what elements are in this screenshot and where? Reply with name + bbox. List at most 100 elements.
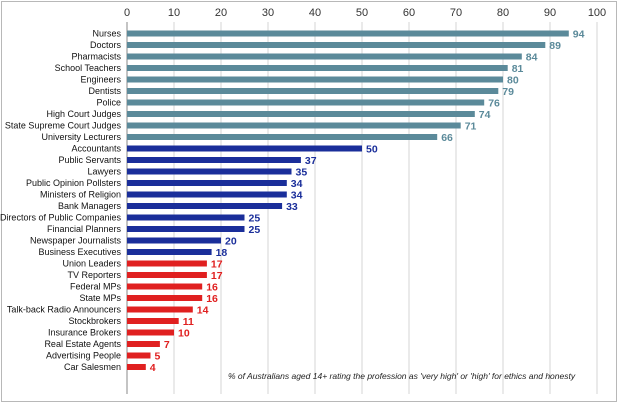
- value-label: 11: [183, 316, 194, 328]
- category-label: Engineers: [80, 75, 121, 85]
- value-label: 84: [526, 52, 538, 64]
- value-label: 16: [206, 282, 218, 294]
- category-label: University Lecturers: [41, 132, 121, 142]
- value-label: 33: [286, 201, 298, 213]
- value-label: 16: [206, 293, 218, 305]
- x-tick-label: 0: [124, 7, 130, 19]
- bar: [127, 260, 207, 267]
- category-label: Nurses: [92, 29, 121, 39]
- bars: [127, 30, 569, 370]
- value-label: 50: [366, 144, 378, 156]
- category-label: Advertising People: [46, 351, 121, 361]
- category-label: State Supreme Court Judges: [5, 121, 122, 131]
- bar: [127, 65, 508, 71]
- category-label: Bank Managers: [58, 201, 122, 211]
- bar: [127, 214, 245, 221]
- x-tick-label: 20: [215, 7, 227, 19]
- value-label: 76: [488, 98, 500, 110]
- bar: [127, 226, 245, 232]
- category-label: TV Reporters: [67, 270, 121, 280]
- value-labels: 9489848180797674716650373534343325252018…: [150, 29, 585, 375]
- bar: [127, 122, 461, 129]
- x-tick-label: 50: [356, 7, 368, 19]
- value-label: 20: [225, 236, 237, 248]
- chart-annotation: % of Australians aged 14+ rating the pro…: [228, 371, 576, 381]
- category-label: Federal MPs: [70, 282, 122, 292]
- value-label: 4: [150, 362, 156, 374]
- bar: [127, 364, 146, 370]
- category-label: Lawyers: [87, 167, 121, 177]
- bar: [127, 53, 522, 60]
- x-tick-label: 80: [497, 7, 509, 19]
- bar: [127, 249, 212, 255]
- value-label: 71: [465, 121, 477, 133]
- bar: [127, 341, 160, 347]
- value-label: 25: [249, 213, 261, 225]
- value-label: 34: [291, 178, 303, 190]
- category-label: Public Opinion Pollsters: [26, 178, 122, 188]
- category-label: Real Estate Agents: [44, 339, 121, 349]
- value-label: 74: [479, 109, 491, 121]
- bar: [127, 329, 174, 336]
- category-label: Pharmacists: [71, 52, 121, 62]
- bar: [127, 111, 475, 117]
- bar: [127, 157, 301, 163]
- category-label: Accountants: [71, 144, 121, 154]
- value-label: 79: [502, 86, 514, 98]
- value-label: 5: [155, 351, 161, 363]
- bar: [127, 145, 362, 152]
- category-label: Financial Planners: [47, 224, 122, 234]
- bar: [127, 134, 438, 140]
- x-tick-label: 70: [450, 7, 462, 19]
- category-label: Talk-back Radio Announcers: [7, 305, 122, 315]
- x-axis-ticks: 0 10 20 30 40 50 60 70 80 90 100: [124, 7, 606, 19]
- category-label: Car Salesmen: [64, 362, 121, 372]
- category-label: Police: [96, 98, 121, 108]
- x-tick-label: 40: [309, 7, 321, 19]
- bar: [127, 237, 221, 244]
- category-label: Business Executives: [38, 247, 121, 257]
- category-label: School Teachers: [55, 63, 122, 73]
- bar: [127, 76, 503, 83]
- value-label: 66: [441, 132, 453, 144]
- value-label: 10: [178, 328, 190, 340]
- category-label: Insurance Brokers: [48, 328, 122, 338]
- value-label: 18: [216, 247, 228, 259]
- value-label: 81: [512, 63, 524, 75]
- x-tick-label: 30: [262, 7, 274, 19]
- value-label: 89: [549, 40, 561, 52]
- value-label: 14: [197, 305, 209, 317]
- bar: [127, 88, 499, 94]
- category-label: Ministers of Religion: [40, 190, 121, 200]
- bar: [127, 99, 485, 106]
- bar: [127, 295, 203, 301]
- value-label: 17: [211, 259, 223, 271]
- bar: [127, 191, 287, 198]
- category-label: State MPs: [79, 293, 121, 303]
- bar: [127, 352, 151, 359]
- x-tick-label: 100: [588, 7, 606, 19]
- x-tick-label: 60: [403, 7, 415, 19]
- category-label: Stockbrokers: [68, 316, 121, 326]
- value-label: 17: [211, 270, 223, 282]
- value-label: 94: [573, 29, 585, 41]
- bar: [127, 283, 203, 290]
- value-label: 7: [164, 339, 170, 351]
- bar: [127, 203, 283, 209]
- bar: [127, 272, 207, 278]
- value-label: 80: [507, 75, 519, 87]
- value-label: 34: [291, 190, 303, 202]
- bar: [127, 42, 546, 48]
- value-label: 35: [296, 167, 308, 179]
- category-label: Union Leaders: [62, 259, 121, 269]
- category-label: Directors of Public Companies: [0, 213, 121, 223]
- category-label: Doctors: [90, 40, 122, 50]
- value-label: 37: [305, 155, 317, 167]
- category-label: Public Servants: [58, 155, 121, 165]
- category-label: Dentists: [88, 86, 121, 96]
- value-label: 25: [249, 224, 261, 236]
- bar: [127, 30, 569, 37]
- bar: [127, 318, 179, 324]
